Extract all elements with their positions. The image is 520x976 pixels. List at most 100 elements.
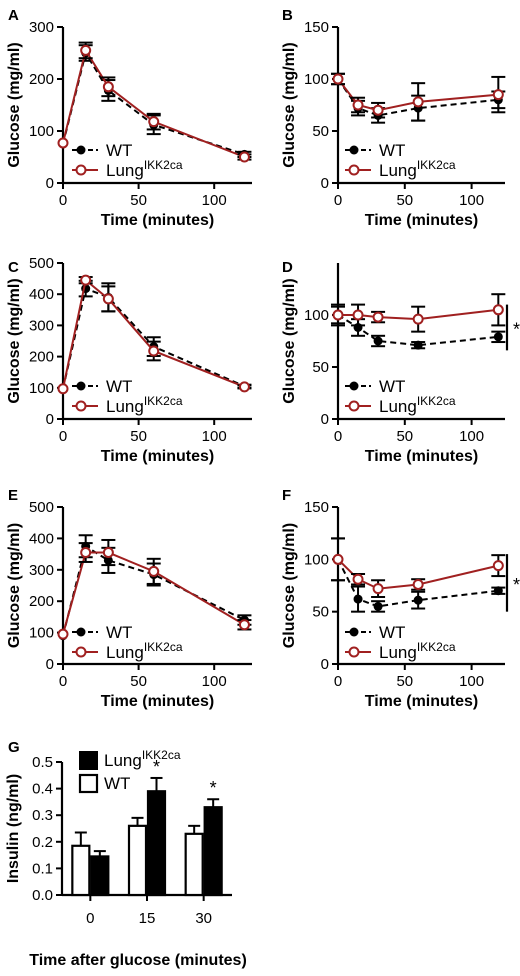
series-line (62, 47, 245, 158)
y-tick-label: 0 (321, 175, 329, 192)
legend-lung-marker (75, 164, 87, 176)
x-tick-label: 100 (202, 192, 227, 209)
legend-lung-label: LungIKK2ca (106, 394, 183, 416)
y-tick-label: 50 (312, 123, 329, 140)
series-lung (57, 538, 252, 640)
data-point (372, 104, 384, 116)
x-axis-label: Time (minutes) (101, 448, 215, 465)
y-tick-label: 400 (29, 530, 54, 547)
x-tick-label: 0 (59, 673, 67, 690)
legend-wt-label: WT (106, 377, 132, 396)
x-tick-label: 15 (139, 910, 156, 927)
x-tick-label: 0 (334, 192, 342, 209)
y-axis-label: Glucose (mg/ml) (281, 278, 298, 403)
y-tick-label: 0 (321, 411, 329, 428)
series-line (337, 314, 499, 347)
data-point (102, 547, 114, 559)
x-tick-label: 0 (59, 192, 67, 209)
legend-lung-superscript: IKK2ca (144, 640, 183, 654)
y-tick-label: 0 (46, 175, 54, 192)
panel-e: E 0 100 200 300 400 500 0 50 100 Time (minutes) Glu… (6, 487, 252, 710)
data-point (412, 96, 424, 108)
data-point (238, 151, 250, 163)
series-lung (57, 274, 252, 395)
y-tick-label: 200 (29, 71, 54, 88)
legend: LungIKK2ca WT (78, 748, 181, 794)
series-lung (57, 41, 252, 163)
legend-wt-label: WT (379, 377, 405, 396)
legend-wt-label: WT (379, 141, 405, 160)
data-point (372, 583, 384, 595)
y-tick-label: 150 (304, 19, 329, 36)
y-tick-label: 0.2 (32, 834, 53, 851)
legend-lung-marker (348, 400, 360, 412)
x-tick-label: 50 (396, 428, 413, 445)
y-tick-label: 100 (304, 71, 329, 88)
y-tick-label: 50 (312, 359, 329, 376)
x-tick-label: 50 (396, 192, 413, 209)
y-tick-label: 500 (29, 499, 54, 516)
series-lung (331, 72, 506, 122)
legend-wt-swatch (78, 773, 99, 794)
data-point (373, 601, 383, 611)
data-point (238, 381, 250, 393)
series-line (62, 50, 245, 156)
data-point (148, 116, 160, 128)
data-point (148, 345, 160, 357)
legend-lung-label: LungIKK2ca (379, 640, 456, 662)
y-tick-label: 0.0 (32, 887, 53, 904)
bar-lung (90, 855, 110, 897)
x-tick-label: 30 (195, 910, 212, 927)
data-point (148, 565, 160, 577)
legend-lung-label: LungIKK2ca (379, 394, 456, 416)
bar-lung (146, 790, 167, 897)
legend-wt-marker (76, 145, 86, 155)
legend-wt-marker (349, 627, 359, 637)
data-point (332, 553, 344, 565)
panel-letter: G (8, 739, 20, 756)
y-tick-label: 100 (304, 307, 329, 324)
y-tick-label: 400 (29, 286, 54, 303)
panel-f: F 0 50 100 150 0 50 100 Time (minutes) Glucose (m… (281, 487, 520, 710)
significance-marker: * (153, 757, 160, 777)
x-tick-label: 100 (459, 673, 484, 690)
data-point (413, 340, 423, 350)
series-lung (331, 293, 506, 333)
legend-lung-superscript: IKK2ca (417, 640, 456, 654)
bar-wt (184, 832, 204, 897)
series-wt (58, 279, 252, 394)
legend-lung-marker (348, 164, 360, 176)
data-point (332, 309, 344, 321)
legend-wt-label: WT (379, 623, 405, 642)
y-tick-label: 0 (321, 656, 329, 673)
panel-letter: F (282, 487, 291, 504)
panel-c: C 0 100 200 300 400 500 0 50 100 Time (minutes) Glu… (6, 255, 252, 465)
data-point (373, 336, 383, 346)
data-point (493, 332, 503, 342)
data-point (412, 578, 424, 590)
y-tick-label: 0.1 (32, 860, 53, 877)
data-point (492, 560, 504, 572)
series-lung (331, 537, 506, 599)
y-tick-label: 0.4 (32, 781, 53, 798)
data-point (372, 311, 384, 323)
y-tick-label: 300 (29, 317, 54, 334)
legend-lung-swatch (79, 751, 98, 770)
data-point (80, 274, 92, 286)
y-tick-label: 50 (312, 604, 329, 621)
panel-letter: E (8, 487, 18, 504)
legend-wt-marker (349, 145, 359, 155)
y-tick-label: 0.3 (32, 807, 53, 824)
y-axis-label: Insulin (ng/ml) (5, 774, 22, 883)
legend-wt-marker (349, 381, 359, 391)
panel-letter: C (8, 259, 19, 276)
legend-wt-label: WT (106, 141, 132, 160)
panel-b: B 0 50 100 150 0 50 100 Time (minutes) Glucose (m… (281, 7, 506, 229)
y-tick-label: 150 (304, 499, 329, 516)
